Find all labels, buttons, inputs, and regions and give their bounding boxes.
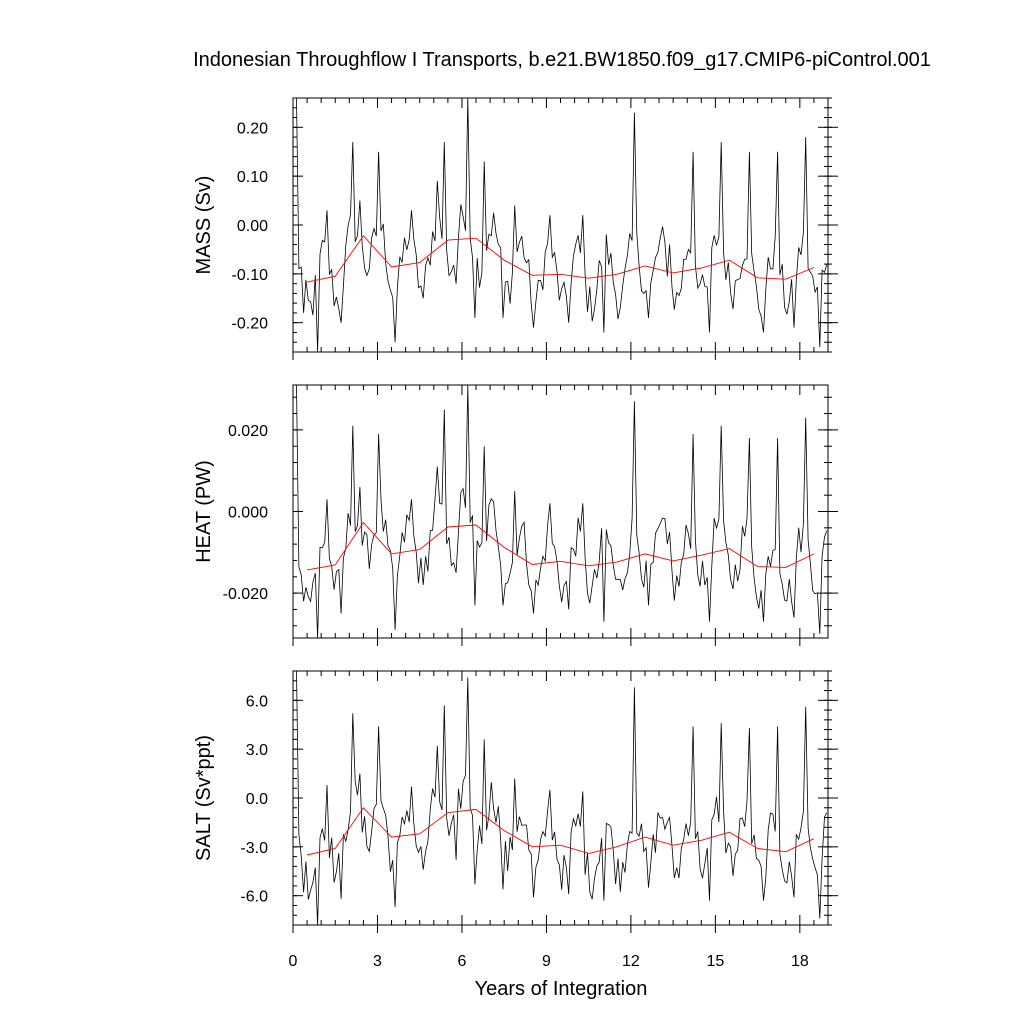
x-tick-label: 18 (791, 953, 809, 970)
y-tick-label: 0.20 (237, 120, 268, 137)
plot-frame (292, 670, 829, 926)
y-tick-label: -0.10 (232, 267, 269, 284)
x-tick-label: 15 (706, 953, 724, 970)
annual-mean-line (307, 521, 815, 571)
panel-2: 6.0 3.0 0.0 -3.0 -6.0 SALT (Sv*ppt) (193, 670, 838, 933)
y-tick-label: 0.000 (228, 505, 268, 522)
x-axis-label: Years of Integration (475, 978, 648, 1000)
x-tick-label: 9 (542, 953, 551, 970)
annual-mean-line (307, 234, 815, 283)
monthly-series-line (293, 384, 828, 639)
y-axis-label: MASS (Sv) (193, 176, 215, 275)
y-axis-label: HEAT (PW) (193, 460, 215, 563)
y-tick-label: 0.0 (246, 791, 268, 808)
monthly-series-line (293, 97, 828, 353)
y-tick-label: -3.0 (240, 840, 268, 857)
x-tick-label: 12 (622, 953, 640, 970)
y-tick-label: -0.20 (232, 316, 269, 333)
panel-0: 0.20 0.10 0.00 -0.10 -0.20 MASS (Sv) (193, 97, 838, 360)
monthly-series-line (293, 670, 828, 926)
y-tick-label: -0.020 (223, 586, 268, 603)
panel-1: 0.020 0.000 -0.020 HEAT (PW) (193, 384, 838, 646)
y-tick-label: 3.0 (246, 742, 268, 759)
y-tick-label: -6.0 (240, 889, 268, 906)
plot-frame (292, 384, 829, 639)
chart-title: Indonesian Throughflow I Transports, b.e… (193, 49, 931, 71)
x-tick-label: 0 (289, 953, 298, 970)
x-tick-labels: 0 3 6 9 12 15 18 (289, 953, 809, 970)
y-tick-label: 0.10 (237, 169, 268, 186)
x-tick-label: 3 (373, 953, 382, 970)
y-tick-label: 0.00 (237, 218, 268, 235)
x-tick-label: 6 (457, 953, 466, 970)
annual-mean-line (306, 807, 815, 856)
y-tick-label: 6.0 (246, 693, 268, 710)
y-tick-label: 0.020 (228, 423, 268, 440)
y-axis-label: SALT (Sv*ppt) (193, 735, 215, 861)
